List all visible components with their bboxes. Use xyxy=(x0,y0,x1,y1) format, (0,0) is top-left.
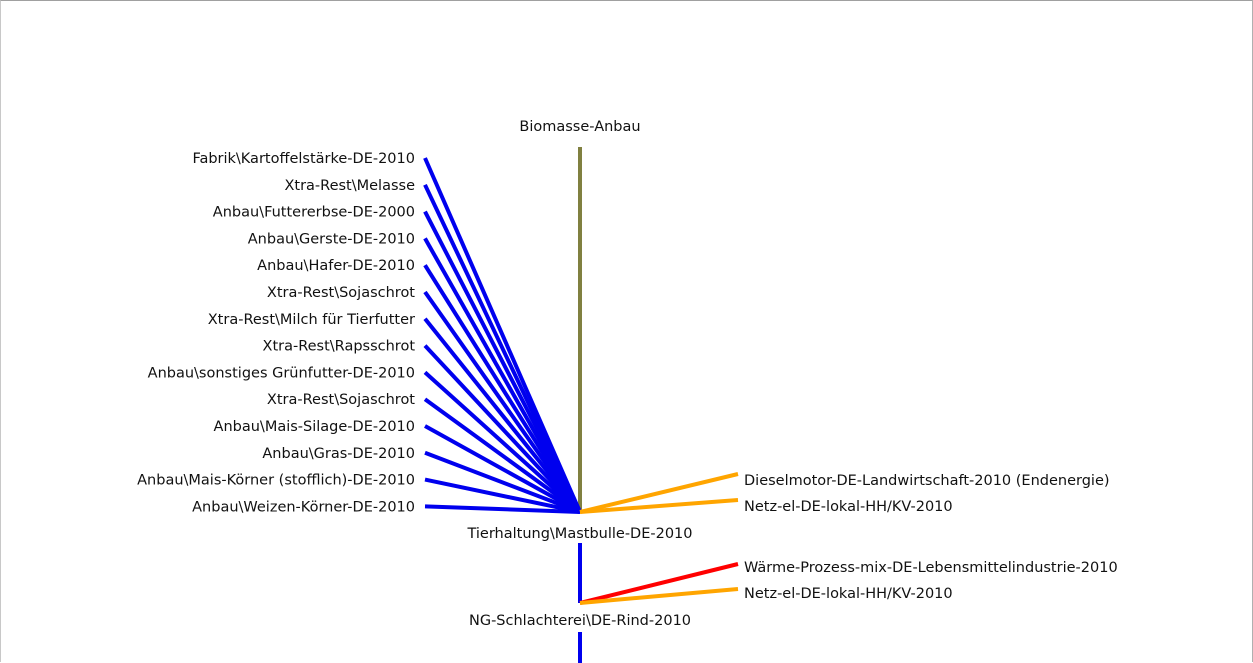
energy-input-label: Netz-el-DE-lokal-HH/KV-2010 xyxy=(744,499,953,515)
input-label: Anbau\Gras-DE-2010 xyxy=(262,446,415,462)
input-link xyxy=(423,237,582,513)
input-links: Fabrik\Kartoffelstärke-DE-2010 Xtra-Rest\… xyxy=(137,151,582,515)
input-link xyxy=(424,424,581,514)
input-label: Anbau\Hafer-DE-2010 xyxy=(257,258,415,274)
input-link xyxy=(424,504,581,514)
input-label: Xtra-Rest\Rapsschrot xyxy=(263,339,416,355)
second-process-label: NG-Schlachterei\DE-Rind-2010 xyxy=(469,613,691,629)
input-link xyxy=(423,183,582,513)
energy-input-label: Dieselmotor-DE-Landwirtschaft-2010 (Ende… xyxy=(744,473,1110,489)
input-label: Xtra-Rest\Sojaschrot xyxy=(267,392,415,408)
energy-link-main-1 xyxy=(579,472,739,514)
input-link xyxy=(423,344,582,514)
input-link xyxy=(423,370,582,514)
input-link xyxy=(423,290,582,514)
input-label: Anbau\sonstiges Grünfutter-DE-2010 xyxy=(148,365,415,381)
energy-link-second xyxy=(579,587,739,605)
input-label: Anbau\Weizen-Körner-DE-2010 xyxy=(192,499,415,515)
input-link xyxy=(423,264,582,514)
input-label: Fabrik\Kartoffelstärke-DE-2010 xyxy=(192,151,415,167)
biomass-node-label: Biomasse-Anbau xyxy=(519,119,640,135)
input-link xyxy=(423,210,582,513)
input-link xyxy=(424,450,581,514)
energy-input-label: Wärme-Prozess-mix-DE-Lebensmittelindustr… xyxy=(744,560,1118,576)
input-label: Xtra-Rest\Melasse xyxy=(284,178,415,194)
input-label: Anbau\Mais-Körner (stofflich)-DE-2010 xyxy=(137,473,415,489)
energy-link-main-2 xyxy=(579,498,739,514)
input-label: Anbau\Gerste-DE-2010 xyxy=(248,231,415,247)
input-link xyxy=(423,397,582,514)
input-link xyxy=(423,317,582,514)
energy-input-label: Netz-el-DE-lokal-HH/KV-2010 xyxy=(744,586,953,602)
input-label: Anbau\Futtererbse-DE-2000 xyxy=(213,205,415,221)
input-label: Anbau\Mais-Silage-DE-2010 xyxy=(214,419,415,435)
input-label: Xtra-Rest\Milch für Tierfutter xyxy=(208,312,415,328)
main-process-label: Tierhaltung\Mastbulle-DE-2010 xyxy=(466,526,692,542)
input-link xyxy=(424,477,581,514)
input-label: Xtra-Rest\Sojaschrot xyxy=(267,285,415,301)
heat-link-second xyxy=(579,562,739,605)
